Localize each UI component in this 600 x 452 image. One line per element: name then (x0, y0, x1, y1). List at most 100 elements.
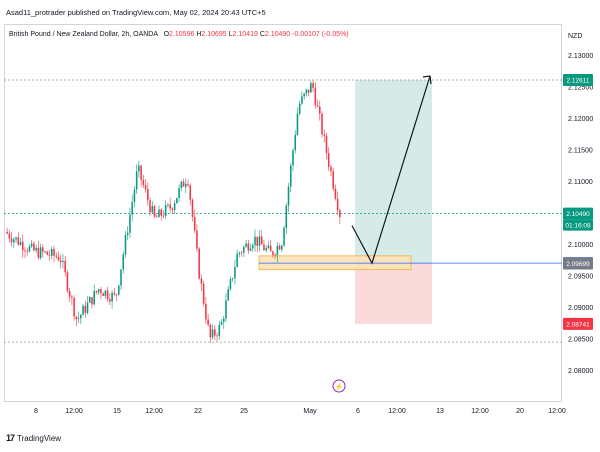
candle-body (55, 255, 58, 257)
candle-body (238, 252, 241, 254)
candle-body (254, 236, 256, 246)
candle-body (28, 246, 31, 252)
price-badge (563, 74, 593, 87)
candle-body (13, 239, 15, 243)
price-badge-label: 2.08741 (566, 321, 590, 328)
candle-body (196, 230, 198, 249)
countdown-badge (563, 219, 593, 231)
x-tick-label: 12:00 (145, 408, 163, 415)
chart-frame (4, 24, 562, 402)
candle-body (97, 289, 100, 293)
candle-body (73, 297, 75, 317)
candle-body (147, 189, 149, 201)
x-tick-label: 25 (240, 408, 248, 415)
candle-body (21, 241, 24, 251)
candle-body (59, 260, 62, 263)
candle-body (167, 204, 169, 206)
price-badge (563, 257, 593, 270)
candle-body (100, 289, 102, 294)
countdown-label: 01:16:08 (565, 223, 591, 230)
candle-body (305, 89, 308, 94)
candle-body (118, 285, 120, 295)
candle-body (260, 236, 263, 245)
candle-body (222, 318, 225, 322)
y-tick-label: 2.11500 (568, 148, 593, 155)
x-tick-label: 12:00 (471, 408, 489, 415)
candle-body (234, 267, 236, 279)
ohlc-values: O2.10596 H2.10695 L2.10419 C2.10490 -0.0… (164, 31, 349, 38)
close-label: C (259, 31, 265, 38)
candle-body (202, 283, 205, 304)
candle-body (334, 188, 337, 199)
candle-body (278, 245, 281, 250)
candle-body (245, 243, 247, 247)
candle-body (115, 294, 118, 296)
candle-body (111, 292, 113, 302)
y-tick-label: 2.13000 (568, 53, 593, 60)
candle-body (75, 316, 78, 319)
candle-body (37, 247, 40, 258)
candle-body (48, 254, 51, 256)
candle-body (296, 113, 299, 135)
candle-body (325, 135, 328, 154)
candle-body (17, 237, 20, 245)
candle-body (287, 186, 290, 206)
candle-body (138, 165, 140, 172)
candle-body (289, 165, 292, 187)
candle-body (310, 82, 312, 93)
candle-body (144, 185, 147, 190)
candle-body (42, 247, 44, 252)
candle-body (80, 314, 82, 319)
candle-body (285, 205, 288, 228)
candle-body (106, 290, 109, 299)
candle-body (200, 278, 203, 284)
candle-body (160, 209, 162, 216)
candle-body (327, 153, 330, 167)
candle-body (240, 252, 243, 254)
arrow-head-icon (422, 75, 432, 85)
low-value: 2.10419 (232, 31, 258, 38)
candle-body (263, 244, 265, 251)
candle-body (189, 185, 192, 200)
open-value: 2.10596 (169, 31, 195, 38)
y-tick-label: 2.12500 (568, 85, 593, 92)
candle-body (164, 205, 167, 217)
candle-body (158, 209, 160, 218)
candle-body (171, 208, 174, 210)
candle-body (292, 150, 294, 166)
candle-body (68, 290, 71, 297)
candle-body (249, 248, 252, 251)
candle-body (216, 335, 218, 337)
candle-body (129, 214, 131, 233)
candle-body (162, 215, 165, 217)
price-badge-label: 2.10490 (566, 211, 590, 218)
candle-body (135, 171, 138, 190)
candle-body (218, 324, 221, 336)
y-tick-label: 2.08500 (568, 337, 593, 344)
candle-body (269, 245, 272, 252)
candle-body (30, 243, 33, 247)
symbol-title: British Pound / New Zealand Dollar, 2h, … (9, 31, 158, 38)
candle-body (330, 166, 332, 172)
high-label: H (196, 31, 202, 38)
candle-body (124, 234, 127, 255)
candle-body (220, 321, 223, 325)
candle-body (227, 289, 229, 301)
candle-body (252, 245, 254, 249)
candle-body (71, 296, 73, 298)
candle-body (15, 237, 17, 240)
candle-body (19, 241, 22, 245)
candle-body (142, 179, 145, 186)
event-icon (332, 379, 346, 393)
candle-body (140, 165, 142, 180)
candle-body (93, 290, 95, 305)
candle-body (86, 302, 89, 313)
candle-body (283, 227, 285, 246)
price-badge (563, 317, 593, 330)
x-tick-label: 13 (436, 408, 444, 415)
candle-body (209, 324, 212, 338)
candle-body (33, 243, 35, 251)
price-badge (563, 207, 593, 220)
candle-body (10, 238, 13, 243)
